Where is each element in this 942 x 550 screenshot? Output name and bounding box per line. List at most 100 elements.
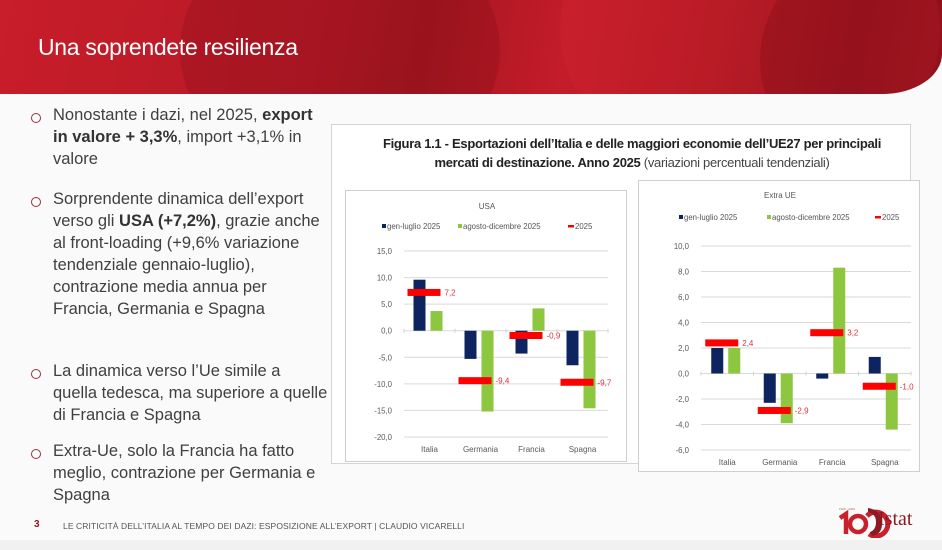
chart-svg: Extra UE gen-luglio 2025 agosto-dicembre 2… (674, 191, 914, 467)
bullet-item: Sorprendente dinamica dell’export verso … (28, 188, 328, 320)
x-category-label: Spagna (871, 458, 899, 467)
y-tick-label: 0,0 (678, 370, 690, 379)
bullet-text: , import +3,1% in valore (53, 128, 302, 168)
marker-2025 (705, 339, 739, 347)
chart-usa: USA gen-luglio 2025 agosto-dicembre 2025 20… (345, 190, 627, 462)
footer-caption: LE CRITICITÀ DELL’ITALIA AL TEMPO DEI DA… (63, 521, 465, 531)
x-category-label: Germania (463, 445, 499, 454)
y-tick-label: 5,0 (381, 300, 393, 309)
figure-title-bold: Figura 1.1 - Esportazioni dell’Italia e … (382, 136, 882, 170)
y-tick-label: 10,0 (377, 274, 393, 283)
bar-gen-luglio (763, 373, 776, 403)
bullet-circle-icon (31, 449, 41, 459)
figure-title-subtitle: (variazioni percentuali tendenziali) (640, 155, 830, 170)
bullet-circle-icon (31, 113, 41, 123)
marker-2025 (407, 288, 441, 296)
x-category-label: Francia (819, 458, 846, 467)
data-label-2025: -9,4 (496, 377, 510, 386)
header-decoration (760, 0, 942, 94)
marker-2025 (810, 329, 844, 337)
bar-gen-luglio (868, 356, 881, 374)
bar-agosto-dicembre (532, 308, 545, 331)
marker-2025 (458, 377, 492, 385)
legend-label: gen-luglio 2025 (684, 213, 738, 222)
chart-title: USA (479, 202, 496, 211)
x-category-label: Italia (719, 458, 736, 467)
legend-swatch-agosto-dicembre (767, 215, 771, 219)
legend-label: 2025 (575, 222, 593, 231)
legend-swatch-agosto-dicembre (458, 224, 462, 228)
slide-header: Una soprendete resilienza (0, 0, 942, 94)
data-label-2025: -0,9 (547, 331, 561, 340)
x-category-label: Germania (762, 458, 798, 467)
y-tick-label: 10,0 (674, 242, 690, 251)
chart-extra-ue: Extra UE gen-luglio 2025 agosto-dicembre 2… (638, 180, 920, 472)
bullet-text: Sorprendente dinamica dell’export verso … (53, 190, 304, 230)
legend-label: agosto-dicembre 2025 (463, 222, 541, 231)
marker-2025 (560, 378, 594, 386)
bar-agosto-dicembre (583, 330, 596, 409)
y-tick-label: 4,0 (678, 319, 690, 328)
legend-label: 2025 (882, 213, 900, 222)
bar-agosto-dicembre (481, 330, 494, 412)
y-tick-label: -20,0 (374, 433, 392, 442)
x-category-label: Francia (518, 445, 545, 454)
data-label-2025: -2,9 (795, 406, 809, 415)
data-label-2025: 7,2 (445, 288, 457, 297)
data-label-2025: -9,7 (598, 378, 612, 387)
chart-title: Extra UE (764, 191, 796, 200)
y-tick-label: 6,0 (678, 293, 690, 302)
bullet-circle-icon (31, 197, 41, 207)
istat-logo-text: Istat (878, 508, 913, 530)
page-number: 3 (34, 519, 40, 530)
y-tick-label: -4,0 (676, 421, 690, 430)
legend-swatch-gen-luglio (679, 215, 683, 219)
bar-gen-luglio (566, 330, 579, 366)
bullet-text: La dinamica verso l’Ue simile a quella t… (53, 362, 328, 424)
bar-agosto-dicembre (728, 348, 741, 374)
marker-2025 (757, 406, 791, 414)
y-tick-label: 0,0 (381, 327, 393, 336)
y-tick-label: -6,0 (676, 446, 690, 455)
bullet-text: , grazie anche al front-loading (+9,6% v… (53, 212, 320, 318)
svg-text:1926 · 2026: 1926 · 2026 (839, 507, 855, 511)
legend-swatch-2025 (875, 216, 881, 219)
data-label-2025: 2,4 (742, 339, 754, 348)
data-label-2025: 3,2 (847, 329, 859, 338)
legend-label: gen-luglio 2025 (387, 222, 441, 231)
figure-title: Figura 1.1 - Esportazioni dell’Italia e … (372, 134, 892, 172)
y-tick-label: -5,0 (379, 353, 393, 362)
y-tick-label: 2,0 (678, 344, 690, 353)
x-category-label: Italia (421, 445, 438, 454)
bar-gen-luglio (711, 348, 724, 374)
y-tick-label: -2,0 (676, 395, 690, 404)
y-tick-label: 8,0 (678, 268, 690, 277)
bar-agosto-dicembre (885, 373, 898, 430)
marker-2025 (509, 331, 543, 339)
bullet-item: Extra-Ue, solo la Francia ha fatto megli… (28, 440, 328, 506)
y-tick-label: -10,0 (374, 380, 392, 389)
y-tick-label: 15,0 (377, 247, 393, 256)
bullet-emphasis: export in valore + 3,3% (53, 106, 313, 146)
header-decoration (180, 0, 500, 94)
bar-agosto-dicembre (430, 311, 443, 331)
slide-title: Una soprendete resilienza (38, 34, 298, 60)
istat-100-logo-icon: 1926 · 2026 (838, 507, 891, 538)
chart-svg: USA gen-luglio 2025 agosto-dicembre 2025 20… (374, 202, 612, 454)
bar-gen-luglio (413, 279, 426, 331)
bullet-item: Nonostante i dazi, nel 2025, export in v… (28, 104, 328, 170)
bullet-emphasis: USA (+7,2%) (119, 212, 217, 230)
y-tick-label: -15,0 (374, 406, 392, 415)
footer-bar (0, 540, 942, 550)
legend-swatch-2025 (568, 225, 574, 228)
bullet-circle-icon (31, 369, 41, 379)
header-decoration (560, 0, 940, 94)
legend-label: agosto-dicembre 2025 (772, 213, 850, 222)
data-label-2025: -1,0 (900, 382, 914, 391)
bullet-text: Nonostante i dazi, nel 2025, (53, 106, 263, 124)
bar-agosto-dicembre (833, 267, 846, 374)
x-category-label: Spagna (569, 445, 597, 454)
bar-gen-luglio (816, 373, 829, 379)
bullet-text: Extra-Ue, solo la Francia ha fatto megli… (53, 442, 316, 504)
bullet-item: La dinamica verso l’Ue simile a quella t… (28, 360, 328, 426)
